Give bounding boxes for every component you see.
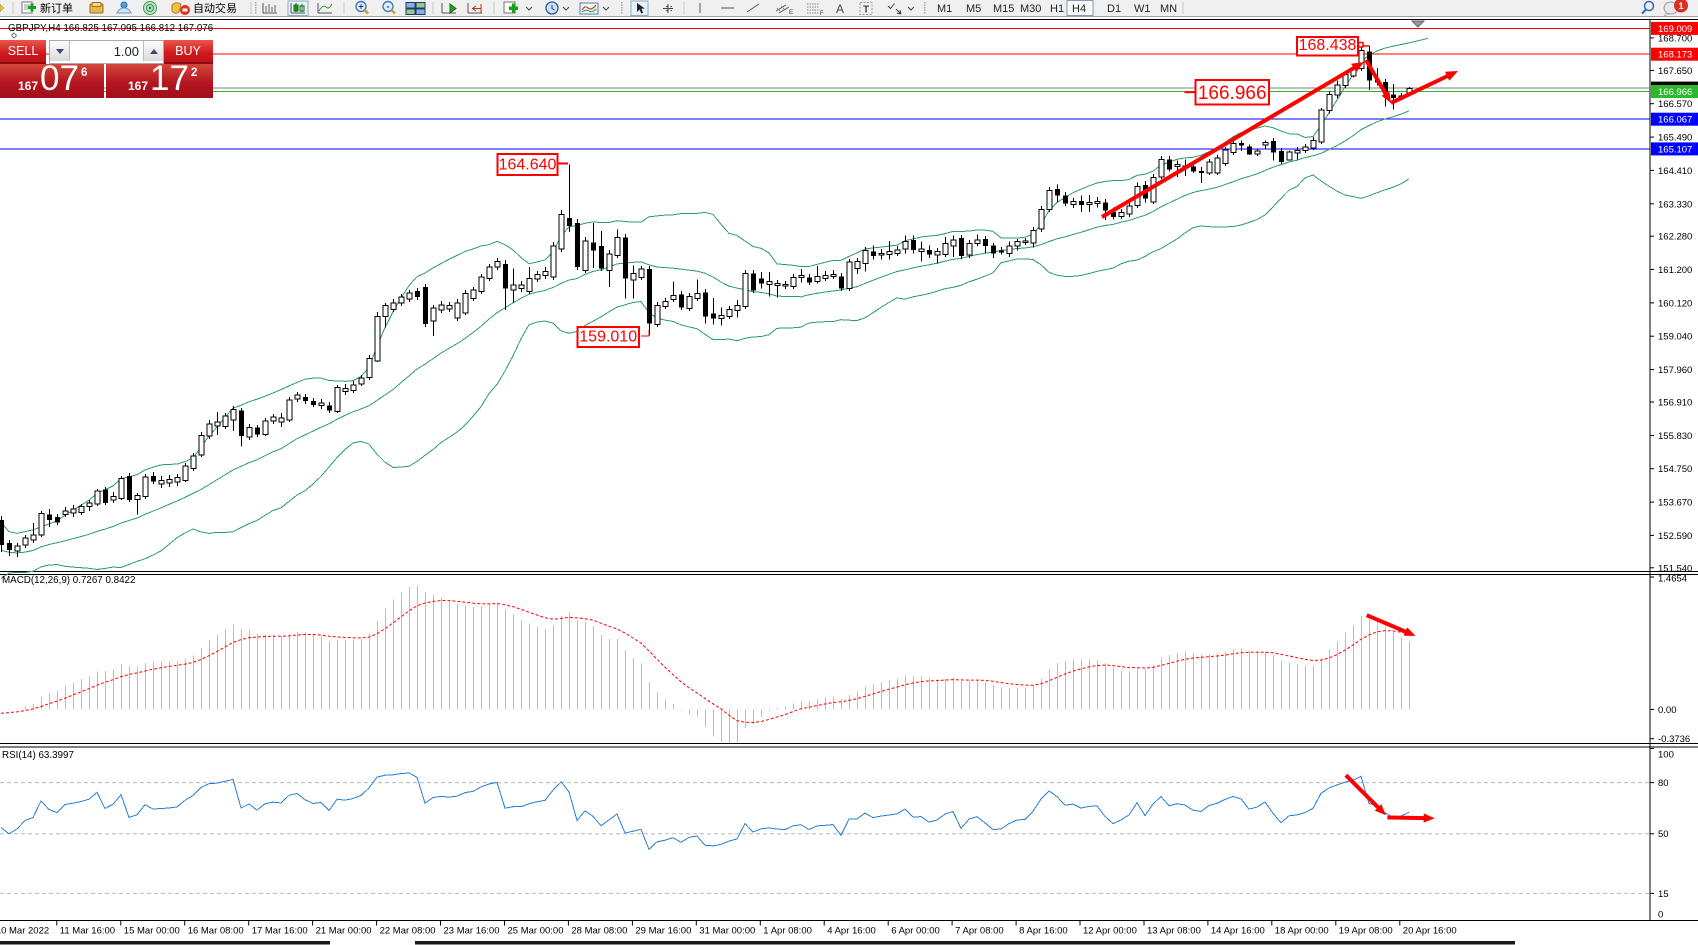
svg-text:166.966: 166.966	[1658, 87, 1692, 98]
svg-text:159.040: 159.040	[1658, 332, 1692, 343]
svg-text:152.590: 152.590	[1658, 531, 1692, 542]
svg-text:D1: D1	[1107, 3, 1121, 15]
svg-text:153.670: 153.670	[1658, 498, 1692, 509]
svg-text:22 Mar 08:00: 22 Mar 08:00	[380, 926, 436, 937]
svg-text:162.280: 162.280	[1658, 232, 1692, 243]
svg-text:17 Mar 16:00: 17 Mar 16:00	[252, 926, 308, 937]
svg-text:H4: H4	[1072, 3, 1086, 15]
svg-text:18 Apr 00:00: 18 Apr 00:00	[1275, 926, 1329, 937]
svg-text:0: 0	[1658, 910, 1663, 921]
svg-text:155.830: 155.830	[1658, 431, 1692, 442]
svg-text:6 Apr 00:00: 6 Apr 00:00	[891, 926, 940, 937]
svg-text:166.570: 166.570	[1658, 99, 1692, 110]
svg-text:28 Mar 08:00: 28 Mar 08:00	[571, 926, 627, 937]
svg-text:15: 15	[1658, 889, 1669, 900]
svg-text:13 Apr 08:00: 13 Apr 08:00	[1147, 926, 1201, 937]
svg-text:80: 80	[1658, 778, 1669, 789]
svg-text:50: 50	[1658, 829, 1669, 840]
svg-text:160.120: 160.120	[1658, 298, 1692, 309]
svg-text:8 Apr 16:00: 8 Apr 16:00	[1019, 926, 1068, 937]
svg-text:161.200: 161.200	[1658, 265, 1692, 276]
svg-text:T: T	[863, 5, 869, 16]
svg-text:166.966: 166.966	[1198, 83, 1267, 104]
svg-text:16 Mar 08:00: 16 Mar 08:00	[188, 926, 244, 937]
svg-text:A: A	[836, 2, 844, 16]
svg-text:157.960: 157.960	[1658, 365, 1692, 376]
svg-text:M30: M30	[1020, 3, 1041, 15]
svg-text:21 Mar 00:00: 21 Mar 00:00	[316, 926, 372, 937]
svg-text:+: +	[358, 2, 363, 12]
svg-text:E: E	[789, 10, 793, 16]
svg-text:20 Apr 16:00: 20 Apr 16:00	[1403, 926, 1457, 937]
svg-text:1: 1	[1678, 1, 1683, 11]
svg-text:-: -	[387, 2, 390, 12]
svg-text:14 Apr 16:00: 14 Apr 16:00	[1211, 926, 1265, 937]
svg-text:165.107: 165.107	[1658, 144, 1692, 155]
svg-text:163.330: 163.330	[1658, 199, 1692, 210]
svg-text:15 Mar 00:00: 15 Mar 00:00	[124, 926, 180, 937]
svg-text:168.438: 168.438	[1299, 37, 1357, 54]
svg-text:23 Mar 16:00: 23 Mar 16:00	[444, 926, 500, 937]
svg-text:M15: M15	[993, 3, 1014, 15]
svg-text:MN: MN	[1160, 3, 1177, 15]
svg-text:H1: H1	[1050, 3, 1064, 15]
svg-text:1 Apr 08:00: 1 Apr 08:00	[763, 926, 812, 937]
svg-text:7 Apr 08:00: 7 Apr 08:00	[955, 926, 1004, 937]
svg-text:168.173: 168.173	[1658, 50, 1692, 61]
svg-text:169.009: 169.009	[1658, 24, 1692, 35]
svg-text:31 Mar 00:00: 31 Mar 00:00	[699, 926, 755, 937]
svg-text:F: F	[820, 11, 824, 16]
svg-text:1.4654: 1.4654	[1658, 574, 1687, 585]
svg-text:159.010: 159.010	[579, 329, 637, 346]
svg-text:164.640: 164.640	[499, 157, 557, 174]
svg-text:168.700: 168.700	[1658, 33, 1692, 44]
svg-text:-0.3736: -0.3736	[1658, 734, 1690, 745]
svg-text:154.750: 154.750	[1658, 464, 1692, 475]
svg-text:19 Apr 08:00: 19 Apr 08:00	[1339, 926, 1393, 937]
svg-text:新订单: 新订单	[40, 1, 73, 15]
svg-text:4 Apr 16:00: 4 Apr 16:00	[827, 926, 876, 937]
svg-text:M5: M5	[966, 3, 981, 15]
svg-text:W1: W1	[1134, 3, 1151, 15]
svg-text:156.910: 156.910	[1658, 398, 1692, 409]
svg-text:11 Mar 16:00: 11 Mar 16:00	[60, 926, 115, 937]
svg-text:RSI(14) 63.3997: RSI(14) 63.3997	[2, 750, 74, 761]
svg-text:164.410: 164.410	[1658, 166, 1692, 177]
svg-text:166.067: 166.067	[1658, 115, 1692, 126]
svg-text:165.490: 165.490	[1658, 133, 1692, 144]
svg-text:自动交易: 自动交易	[193, 1, 237, 15]
svg-text:GBPJPY,H4 166.825 167.095 166: GBPJPY,H4 166.825 167.095 166.812 167.07…	[8, 23, 214, 34]
svg-text:0.00: 0.00	[1658, 705, 1677, 716]
svg-text:10 Mar 2022: 10 Mar 2022	[0, 926, 49, 937]
svg-text:167.650: 167.650	[1658, 66, 1692, 77]
svg-text:100: 100	[1658, 750, 1674, 761]
svg-text:MACD(12,26,9) 0.7267 0.8422: MACD(12,26,9) 0.7267 0.8422	[2, 575, 135, 586]
svg-text:M1: M1	[937, 3, 952, 15]
svg-text:29 Mar 16:00: 29 Mar 16:00	[635, 926, 691, 937]
svg-text:12 Apr 00:00: 12 Apr 00:00	[1083, 926, 1137, 937]
svg-text:25 Mar 00:00: 25 Mar 00:00	[508, 926, 564, 937]
svg-text:151.540: 151.540	[1658, 563, 1692, 574]
